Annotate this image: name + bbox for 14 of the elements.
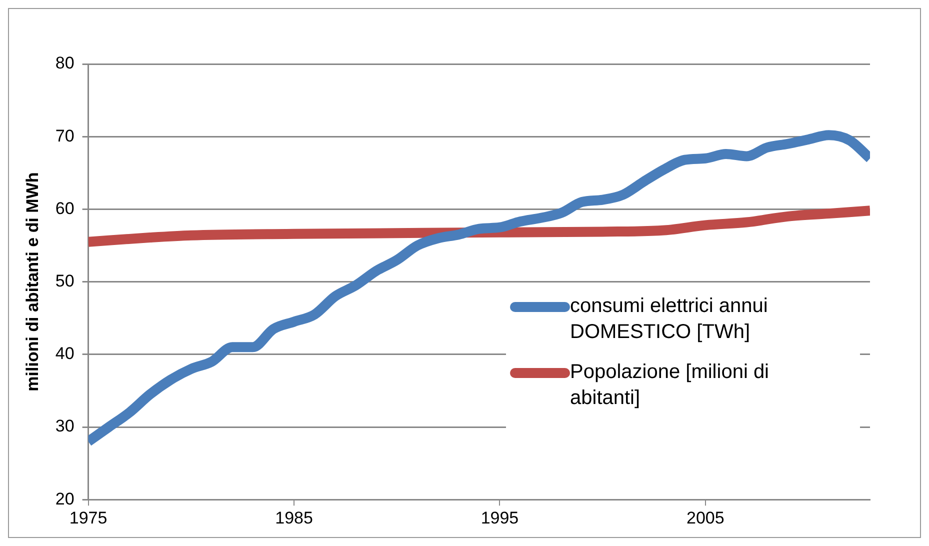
y-axis-title: milioni di abitanti e di MWh	[22, 172, 42, 392]
y-tick-label: 80	[55, 54, 74, 73]
x-tick-label: 1995	[480, 508, 519, 528]
x-tick-label: 1985	[275, 508, 313, 528]
x-tick-label: 1975	[69, 508, 108, 528]
y-tick-label: 70	[55, 126, 74, 146]
legend-label: Popolazione [milioni di abitanti]	[570, 360, 770, 411]
y-tick-label: 30	[55, 416, 74, 436]
y-tick-label: 20	[55, 489, 74, 508]
y-tick-label: 60	[55, 198, 74, 218]
y-tick-label: 50	[55, 271, 74, 290]
y-tick-label: 40	[55, 344, 74, 364]
x-tick-label: 2005	[686, 508, 724, 528]
legend-label: consumi elettrici annui DOMESTICO [TWh]	[570, 294, 769, 345]
